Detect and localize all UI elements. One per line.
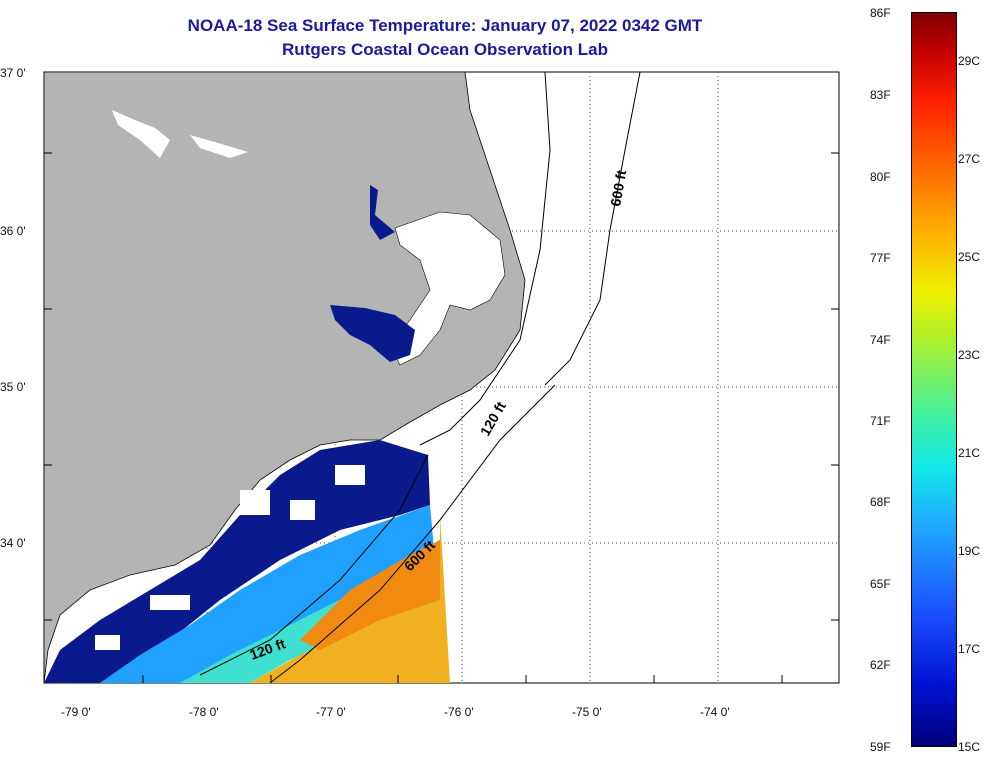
inland-cloud-2 — [190, 135, 248, 158]
isobath-600-south — [269, 384, 556, 684]
colorbar-f-label: 80F — [870, 170, 891, 184]
lon-label: -79 0' — [61, 705, 91, 719]
inland-cloud-1 — [112, 110, 170, 158]
river-lower — [330, 305, 415, 362]
colorbar-c-label: 17C — [958, 642, 981, 656]
isobath-600-north — [544, 71, 641, 386]
sst-gulfstream — [250, 515, 450, 683]
lat-label: 37 0' — [0, 66, 26, 80]
map-subtitle: Rutgers Coastal Ocean Observation Lab — [282, 40, 608, 59]
colorbar-c-label: 29C — [958, 54, 981, 68]
lon-label: -78 0' — [189, 705, 219, 719]
lat-label: 35 0' — [0, 380, 26, 394]
sst-nearshore — [44, 440, 430, 683]
lon-label: -77 0' — [316, 705, 346, 719]
lon-label: -74 0' — [700, 705, 730, 719]
colorbar-f-label: 71F — [870, 414, 891, 428]
map-title: NOAA-18 Sea Surface Temperature: January… — [187, 16, 703, 35]
lon-label: -76 0' — [444, 705, 474, 719]
lat-label: 34 0' — [0, 536, 26, 550]
cloud-mask — [95, 465, 365, 650]
colorbar-c-label: 23C — [958, 348, 981, 362]
sst-core — [300, 540, 440, 650]
colorbar-f-label: 77F — [870, 251, 891, 265]
sound-water — [389, 211, 506, 366]
lon-label: -75 0' — [572, 705, 602, 719]
colorbar-f-label: 86F — [870, 6, 891, 20]
river-upper — [370, 185, 395, 240]
colorbar-c-label: 27C — [958, 152, 981, 166]
colorbar-c-label: 15C — [958, 740, 981, 754]
colorbar-c-label: 19C — [958, 544, 981, 558]
colorbar-c-label: 21C — [958, 446, 981, 460]
isobaths — [199, 71, 641, 684]
colorbar-f-label: 74F — [870, 333, 891, 347]
colorbar-f-label: 83F — [870, 88, 891, 102]
sst-shelf — [100, 505, 435, 683]
colorbar-f-label: 62F — [870, 658, 891, 672]
frame-ticks — [44, 152, 839, 683]
temperature-colorbar — [911, 12, 957, 747]
isobath-label: 600 ft — [607, 168, 629, 207]
isobath-120-south — [199, 454, 429, 676]
colorbar-f-label: 59F — [870, 740, 891, 754]
colorbar-c-label: 25C — [958, 250, 981, 264]
lat-label: 36 0' — [0, 224, 26, 238]
colorbar-f-label: 65F — [870, 577, 891, 591]
isobath-120-north — [419, 71, 551, 446]
colorbar-f-label: 68F — [870, 495, 891, 509]
